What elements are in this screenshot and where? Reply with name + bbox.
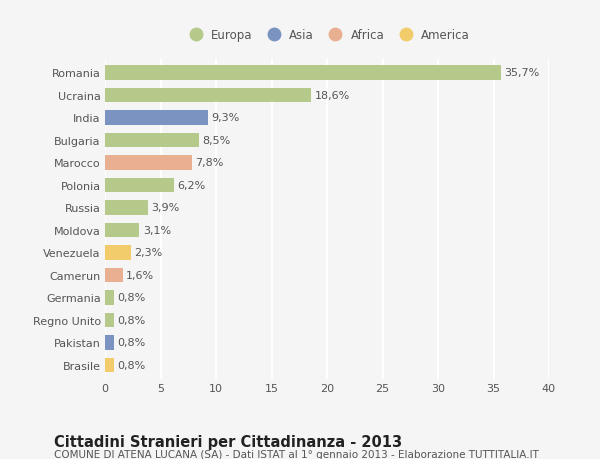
Text: 7,8%: 7,8% — [195, 158, 223, 168]
Bar — [105, 156, 191, 170]
Bar — [105, 178, 174, 193]
Bar — [105, 291, 114, 305]
Text: 3,1%: 3,1% — [143, 225, 171, 235]
Text: Cittadini Stranieri per Cittadinanza - 2013: Cittadini Stranieri per Cittadinanza - 2… — [54, 434, 402, 449]
Bar — [105, 336, 114, 350]
Text: 3,9%: 3,9% — [152, 203, 180, 213]
Bar — [105, 223, 139, 238]
Legend: Europa, Asia, Africa, America: Europa, Asia, Africa, America — [179, 24, 475, 46]
Text: 9,3%: 9,3% — [212, 113, 240, 123]
Bar — [105, 133, 199, 148]
Bar — [105, 66, 501, 80]
Text: 0,8%: 0,8% — [117, 293, 145, 303]
Text: 2,3%: 2,3% — [134, 248, 162, 258]
Bar — [105, 313, 114, 328]
Text: COMUNE DI ATENA LUCANA (SA) - Dati ISTAT al 1° gennaio 2013 - Elaborazione TUTTI: COMUNE DI ATENA LUCANA (SA) - Dati ISTAT… — [54, 449, 539, 459]
Text: 0,8%: 0,8% — [117, 360, 145, 370]
Bar — [105, 246, 131, 260]
Bar — [105, 111, 208, 125]
Text: 35,7%: 35,7% — [505, 68, 540, 78]
Bar — [105, 358, 114, 373]
Bar — [105, 268, 123, 283]
Text: 6,2%: 6,2% — [177, 180, 205, 190]
Text: 1,6%: 1,6% — [126, 270, 154, 280]
Bar — [105, 201, 148, 215]
Text: 8,5%: 8,5% — [203, 135, 231, 146]
Text: 0,8%: 0,8% — [117, 338, 145, 348]
Text: 18,6%: 18,6% — [315, 90, 350, 101]
Text: 0,8%: 0,8% — [117, 315, 145, 325]
Bar — [105, 88, 311, 103]
